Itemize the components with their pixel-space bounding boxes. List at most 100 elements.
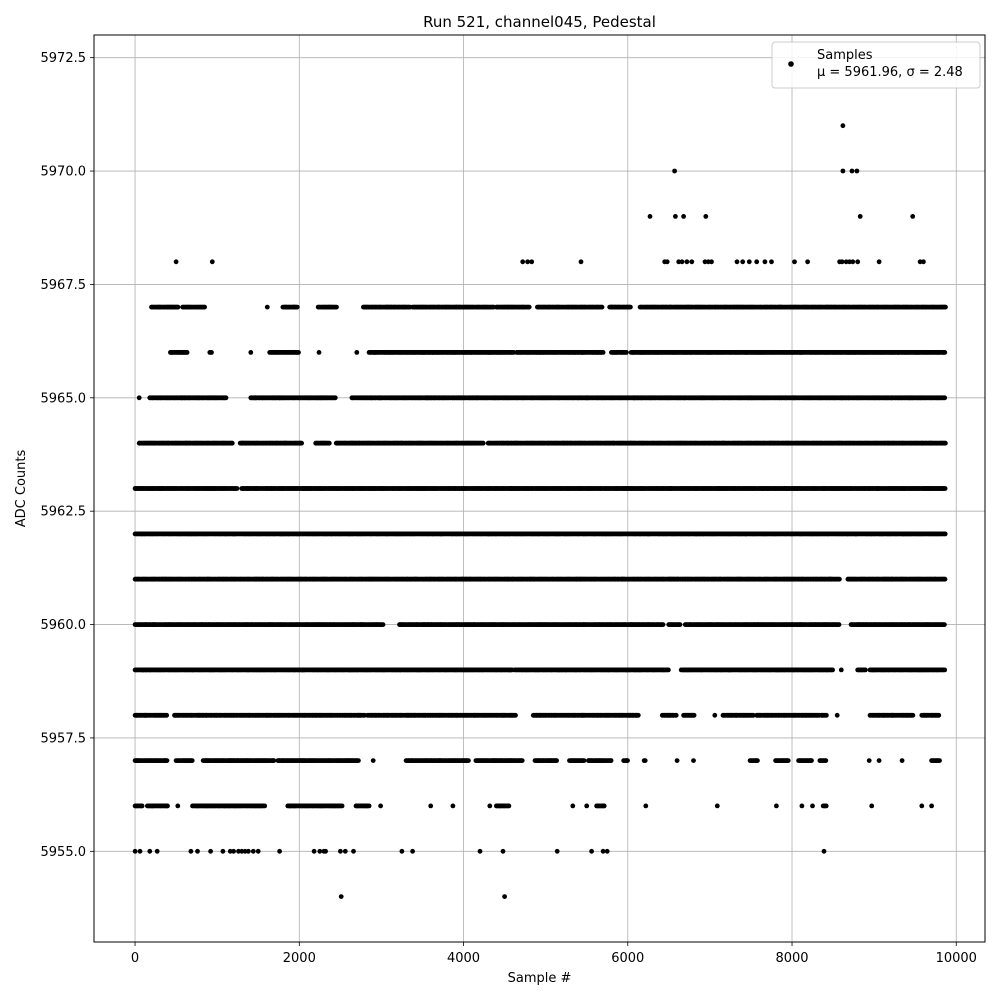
data-point [674, 713, 679, 718]
data-point [140, 804, 145, 809]
data-point [869, 804, 874, 809]
data-point [584, 804, 589, 809]
data-point [692, 713, 697, 718]
data-point [570, 804, 575, 809]
data-point [147, 849, 152, 854]
data-point [251, 849, 256, 854]
data-point [942, 668, 947, 673]
data-point [919, 804, 924, 809]
data-point [582, 758, 587, 763]
data-point [502, 894, 507, 899]
data-point [800, 804, 805, 809]
data-point [937, 758, 942, 763]
data-point [837, 577, 842, 582]
data-point [339, 894, 344, 899]
data-point [877, 758, 882, 763]
data-point [312, 849, 317, 854]
data-point [155, 849, 160, 854]
data-point [501, 849, 506, 854]
data-point [378, 804, 383, 809]
data-point [715, 804, 720, 809]
data-point [936, 713, 941, 718]
data-point [555, 849, 560, 854]
data-point [410, 849, 415, 854]
data-point [602, 804, 607, 809]
data-point [625, 758, 630, 763]
data-point [863, 668, 868, 673]
data-point [643, 758, 648, 763]
data-point [513, 713, 518, 718]
data-point [839, 668, 844, 673]
data-point [340, 804, 345, 809]
data-point [256, 849, 261, 854]
data-point [428, 804, 433, 809]
data-point [262, 804, 267, 809]
data-point [678, 622, 683, 627]
data-point [138, 849, 143, 854]
data-point [809, 758, 814, 763]
data-point [824, 804, 829, 809]
data-point [271, 758, 276, 763]
data-point [351, 849, 356, 854]
data-point [691, 758, 696, 763]
data-point [221, 849, 226, 854]
data-point [343, 849, 348, 854]
data-point [755, 758, 760, 763]
data-point [822, 849, 827, 854]
data-point [601, 849, 606, 854]
data-point [824, 713, 829, 718]
data-point [367, 804, 372, 809]
data-point [246, 849, 251, 854]
data-point [900, 758, 905, 763]
data-point [189, 849, 194, 854]
data-point [520, 758, 525, 763]
data-point [317, 849, 322, 854]
data-point [675, 758, 680, 763]
data-point [666, 668, 671, 673]
data-point [277, 849, 282, 854]
data-point [338, 849, 343, 854]
data-point [911, 713, 916, 718]
data-point [507, 804, 512, 809]
data-point [356, 758, 361, 763]
data-point [830, 668, 835, 673]
data-point [478, 849, 483, 854]
data-point [195, 849, 200, 854]
data-point [810, 804, 815, 809]
data-point [661, 622, 666, 627]
data-point [942, 622, 947, 627]
data-point [609, 758, 614, 763]
data-point [643, 804, 648, 809]
data-point [712, 713, 717, 718]
data-point [837, 622, 842, 627]
data-point [605, 849, 610, 854]
data-point [487, 804, 492, 809]
data-point [175, 804, 180, 809]
data-point [208, 849, 213, 854]
data-point [165, 804, 170, 809]
data-point [786, 758, 791, 763]
data-point [774, 804, 779, 809]
data-point [235, 486, 240, 491]
data-point [867, 758, 872, 763]
data-point [323, 849, 328, 854]
data-point [835, 713, 840, 718]
data-point [636, 713, 641, 718]
data-point [451, 804, 456, 809]
data-point [589, 849, 594, 854]
data-point [943, 577, 948, 582]
data-point [943, 532, 948, 537]
data-point [165, 758, 170, 763]
data-point [466, 758, 471, 763]
data-point [823, 758, 828, 763]
data-point [190, 758, 195, 763]
data-point [400, 849, 405, 854]
data-point [164, 713, 169, 718]
data-point [381, 622, 386, 627]
data-point [133, 849, 138, 854]
data-point [929, 804, 934, 809]
data-point [371, 758, 376, 763]
data-point [554, 758, 559, 763]
